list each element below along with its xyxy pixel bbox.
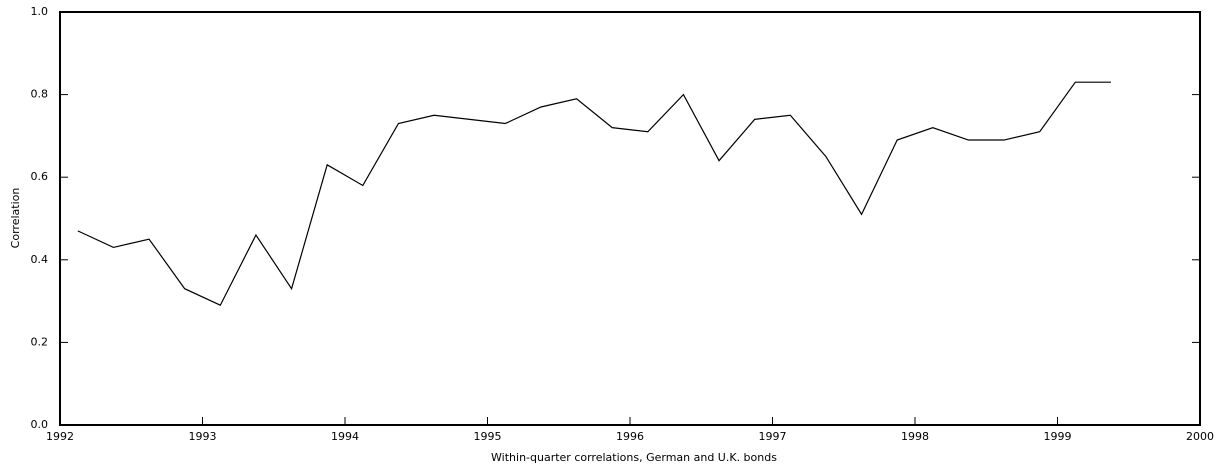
x-axis-label: Within-quarter correlations, German and … [491,451,777,464]
y-tick-label: 0.0 [31,418,49,431]
data-line [77,81,1111,307]
x-tick-label: 1992 [46,430,74,443]
y-tick-label: 0.6 [31,170,49,183]
x-tick-label: 1998 [901,430,929,443]
y-tick-label: 0.2 [31,335,49,348]
y-tick-label: 0.4 [31,253,49,266]
x-tick-label: 2000 [1186,430,1214,443]
x-tick-label: 1997 [759,430,787,443]
x-tick-label: 1995 [474,430,502,443]
x-tick-label: 1993 [189,430,217,443]
x-tick-label: 1994 [331,430,359,443]
y-tick-label: 1.0 [31,5,49,18]
x-tick-label: 1996 [616,430,644,443]
y-tick-label: 0.8 [31,88,49,101]
x-tick-label: 1999 [1044,430,1072,443]
y-axis-label: Correlation [9,188,22,249]
plot-frame [59,11,1201,426]
